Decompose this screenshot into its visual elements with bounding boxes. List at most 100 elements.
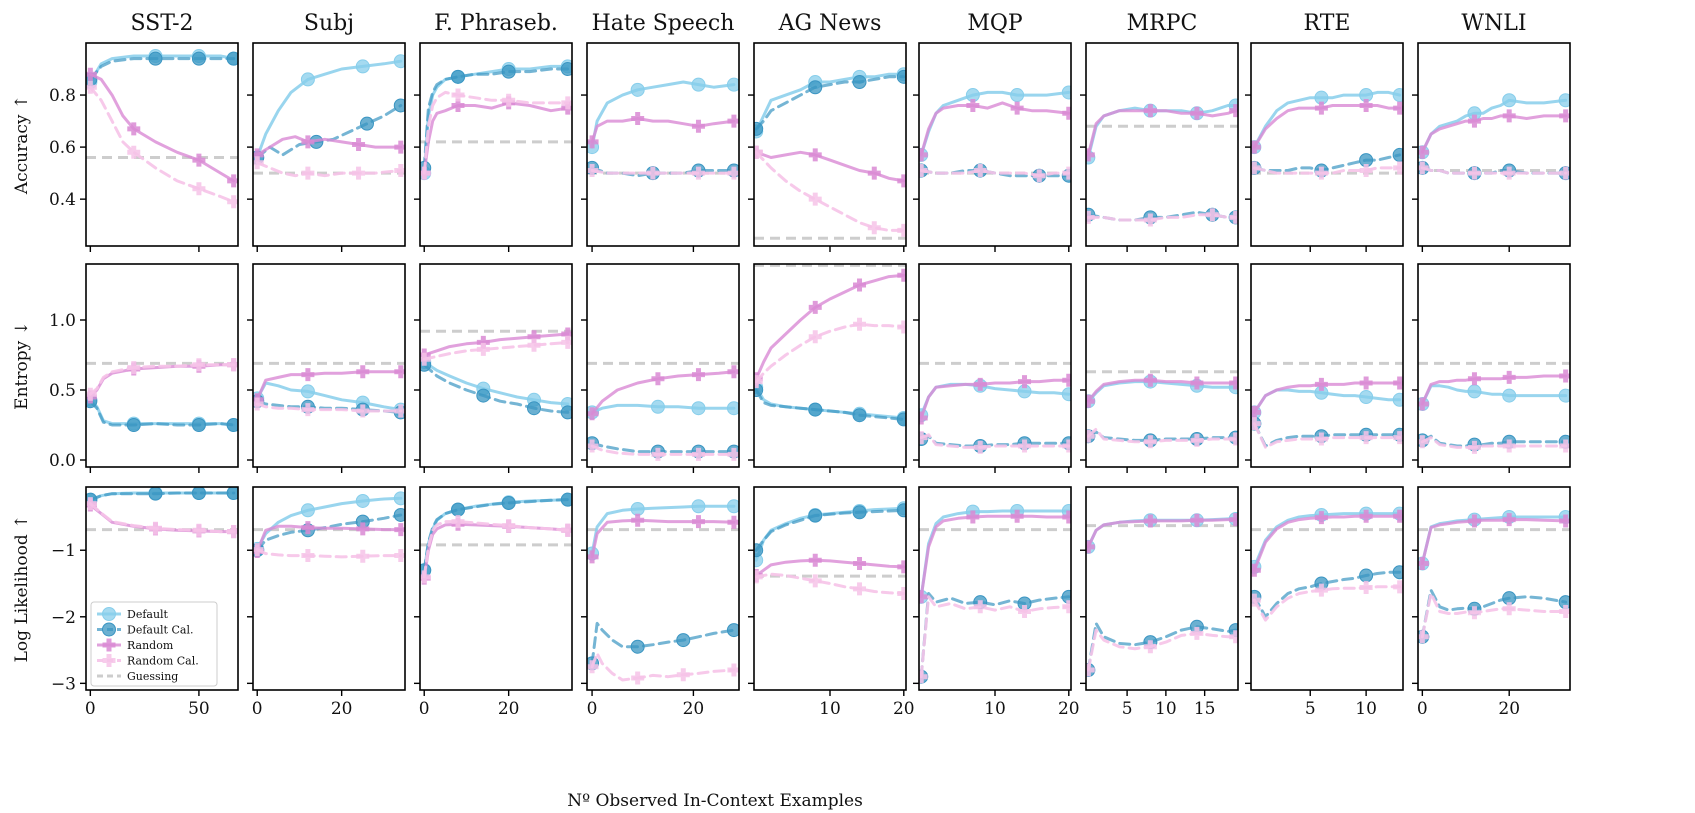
panel-frame bbox=[85, 486, 239, 691]
plot-area bbox=[587, 499, 739, 685]
data-point-random-cal bbox=[352, 166, 366, 180]
plot-area bbox=[919, 361, 1071, 454]
series-line-random-cal bbox=[255, 161, 403, 178]
data-point-random bbox=[1314, 377, 1328, 391]
data-point-default bbox=[1359, 390, 1374, 404]
data-point-random-cal bbox=[127, 361, 141, 375]
data-point-random-cal bbox=[192, 523, 206, 537]
panel-frame bbox=[1417, 263, 1571, 468]
series-line-default bbox=[754, 72, 906, 133]
data-point-random-cal bbox=[897, 223, 906, 237]
data-point-random bbox=[1467, 514, 1481, 528]
plot-area bbox=[253, 491, 405, 563]
series-line-default-cal bbox=[919, 592, 1071, 679]
data-point-random bbox=[1086, 394, 1095, 408]
plot-panel bbox=[1080, 263, 1239, 473]
series-line-default-cal bbox=[754, 75, 906, 131]
figure-xlabel: Nº Observed In-Context Examples bbox=[567, 791, 863, 811]
dataset-title: WNLI bbox=[1461, 11, 1526, 36]
data-point-random-cal bbox=[1502, 439, 1516, 453]
data-point-random bbox=[1418, 557, 1429, 571]
x-tick-label: 50 bbox=[188, 699, 210, 719]
legend-entry: Random Cal. bbox=[97, 654, 199, 668]
data-point-default bbox=[691, 77, 706, 92]
series-line-random bbox=[754, 150, 906, 183]
data-point-random bbox=[1467, 114, 1481, 128]
series-line-random-cal bbox=[255, 548, 403, 559]
data-point-random bbox=[1359, 376, 1373, 390]
plot-panel bbox=[1245, 263, 1404, 473]
data-point-random-cal bbox=[227, 358, 238, 372]
data-point-default-cal bbox=[191, 51, 206, 66]
dataset-column: F. Phraseb. 0 20 bbox=[414, 11, 573, 719]
data-point-random bbox=[1359, 98, 1373, 112]
data-point-random bbox=[1393, 101, 1403, 115]
data-point-random-cal bbox=[1359, 581, 1373, 595]
data-point-random bbox=[86, 67, 97, 81]
plot-panel bbox=[748, 263, 907, 473]
data-point-random-cal bbox=[1359, 431, 1373, 445]
data-point-random bbox=[352, 138, 366, 151]
data-point-random-cal bbox=[1467, 166, 1481, 180]
data-point-random bbox=[966, 510, 980, 524]
data-point-random-cal bbox=[808, 192, 822, 206]
data-point-random-cal bbox=[192, 182, 206, 196]
dataset-column: WNLI 0 20 bbox=[1412, 11, 1571, 719]
legend: Default Default Cal. Random Random Cal. Gues… bbox=[90, 601, 218, 687]
data-point-random bbox=[1062, 106, 1071, 120]
data-point-default bbox=[1558, 388, 1570, 403]
data-point-random-cal bbox=[301, 403, 315, 417]
series-line-random bbox=[1252, 514, 1402, 572]
panel-frame bbox=[753, 263, 907, 468]
data-point-default-cal bbox=[808, 402, 823, 417]
series-line-default bbox=[88, 398, 236, 427]
series-line-random-cal bbox=[255, 402, 403, 413]
data-point-default bbox=[1061, 387, 1071, 402]
series-line-random-cal bbox=[754, 322, 906, 384]
data-point-default-cal bbox=[896, 503, 906, 518]
data-point-default bbox=[1558, 93, 1570, 108]
data-point-random bbox=[1502, 370, 1516, 384]
legend-marker bbox=[102, 638, 116, 652]
data-point-random-cal bbox=[1393, 431, 1403, 445]
panel-frame bbox=[586, 42, 740, 247]
series-line-random bbox=[754, 558, 906, 577]
data-point-default bbox=[1010, 88, 1025, 103]
series-line-random-cal bbox=[590, 169, 736, 175]
plot-area bbox=[1251, 88, 1403, 180]
data-point-default bbox=[726, 401, 739, 416]
series-line-random bbox=[422, 101, 570, 175]
panel-frame bbox=[1250, 263, 1404, 468]
series-line-default bbox=[1420, 384, 1568, 406]
plot-area bbox=[919, 85, 1071, 183]
dataset-column: MRPC 5 10 15 bbox=[1080, 11, 1239, 719]
data-point-random-cal bbox=[973, 440, 987, 454]
x-tick-label: 5 bbox=[1122, 699, 1133, 719]
plot-area bbox=[1251, 361, 1403, 449]
data-point-default-cal bbox=[1392, 147, 1403, 162]
data-point-random-cal bbox=[1418, 630, 1429, 644]
data-point-random bbox=[1559, 369, 1570, 383]
plot-panel bbox=[748, 42, 907, 252]
series-line-default-cal bbox=[255, 513, 403, 552]
data-point-random bbox=[1143, 514, 1157, 528]
dataset-title: F. Phraseb. bbox=[434, 11, 558, 36]
panel-frame bbox=[1085, 42, 1239, 247]
data-point-random-cal bbox=[754, 145, 763, 159]
legend-label: Default bbox=[127, 608, 169, 621]
data-point-default-cal bbox=[1392, 565, 1403, 580]
data-point-random bbox=[356, 365, 370, 379]
data-point-random bbox=[1559, 109, 1570, 123]
plot-panel bbox=[247, 42, 406, 252]
plot-panel bbox=[1245, 42, 1404, 252]
data-point-random-cal bbox=[1251, 161, 1261, 175]
series-line-default-cal bbox=[88, 399, 236, 427]
data-point-random bbox=[691, 119, 705, 133]
data-point-random bbox=[691, 515, 705, 529]
data-point-random-cal bbox=[1143, 640, 1157, 654]
x-tick-label: 20 bbox=[1058, 699, 1080, 719]
series-line-random-cal bbox=[919, 433, 1071, 449]
dataset-column: MQP 10 20 bbox=[913, 11, 1080, 719]
data-point-random bbox=[394, 523, 405, 537]
panel-frame bbox=[85, 263, 239, 468]
